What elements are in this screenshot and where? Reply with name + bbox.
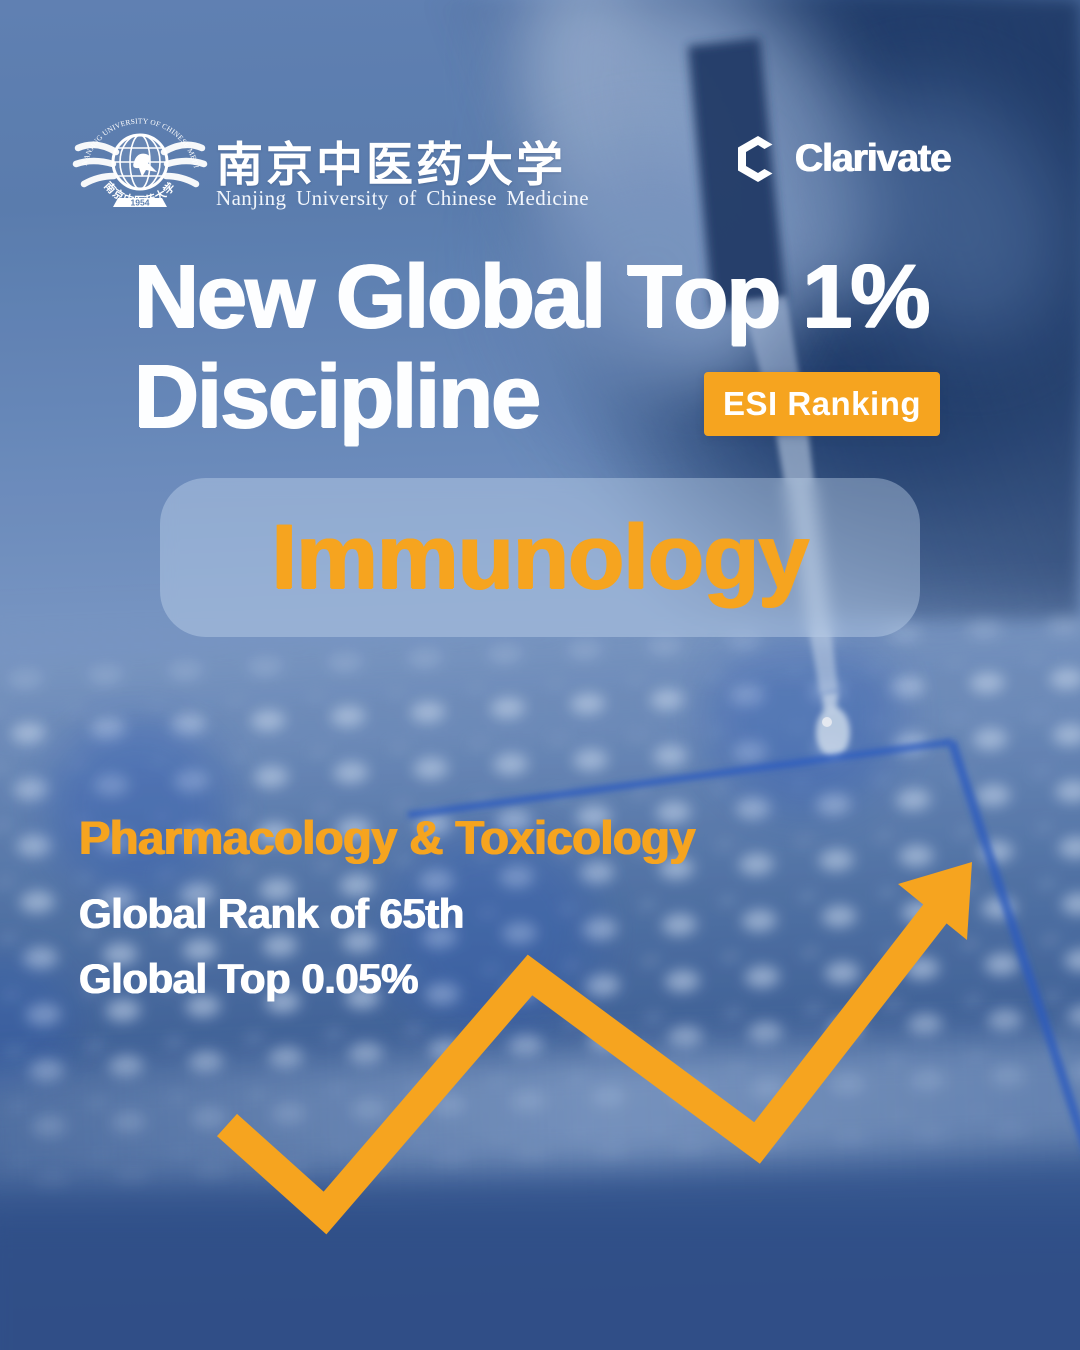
seal-wings <box>72 141 208 188</box>
esi-ranking-badge: ESI Ranking <box>704 372 940 436</box>
seal-year-banner <box>113 198 167 207</box>
droplet-neck <box>822 692 838 712</box>
immunology-panel: Immunology <box>160 478 920 637</box>
secondary-discipline-title: Pharmacology & Toxicology <box>79 811 696 864</box>
university-name-chinese: 南京中医药大学 <box>216 138 566 193</box>
headline-line2: Discipline <box>134 347 541 447</box>
clarivate-wordmark: Clarivate <box>795 137 952 180</box>
clarivate-logo: Clarivate <box>733 134 952 184</box>
university-seal-logo: NANJING UNIVERSITY OF CHINESE MEDICINE 南… <box>70 110 208 208</box>
plate-streak-line <box>947 740 1080 1145</box>
droplet-highlight <box>822 717 832 727</box>
background-bottom-wash <box>0 1205 1080 1350</box>
university-name-english: Nanjing University of Chinese Medicine <box>216 186 589 210</box>
stat-global-top: Global Top 0.05% <box>79 955 418 1002</box>
plate-streak-line <box>407 738 953 819</box>
headline-line1: New Global Top 1% <box>134 247 930 347</box>
stat-global-rank: Global Rank of 65th <box>79 890 464 937</box>
clarivate-hexagon-icon <box>738 136 773 182</box>
pipette-holder-shape <box>688 38 786 310</box>
immunology-title: Immunology <box>271 506 810 608</box>
seal-dove-icon <box>133 153 157 177</box>
growth-arrow-head <box>898 862 972 940</box>
esi-ranking-badge-label: ESI Ranking <box>722 385 922 422</box>
seal-year: 1954 <box>131 198 150 208</box>
growth-arrow-line <box>216 900 950 1235</box>
